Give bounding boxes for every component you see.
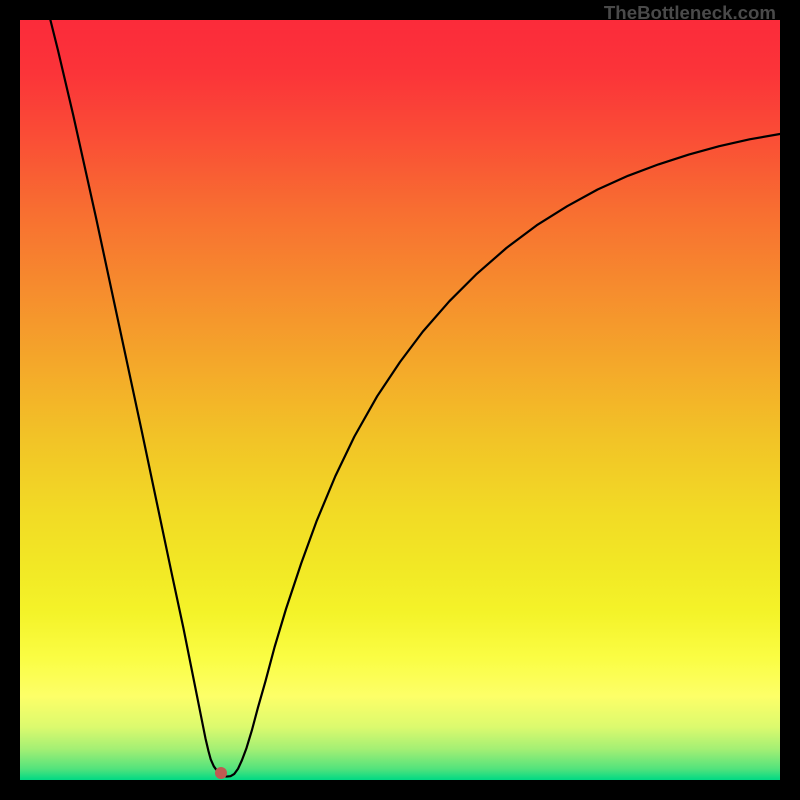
plot-area bbox=[20, 20, 780, 780]
bottleneck-chart: TheBottleneck.com bbox=[0, 0, 800, 800]
bottleneck-curve bbox=[20, 20, 780, 780]
watermark-text: TheBottleneck.com bbox=[604, 2, 776, 24]
